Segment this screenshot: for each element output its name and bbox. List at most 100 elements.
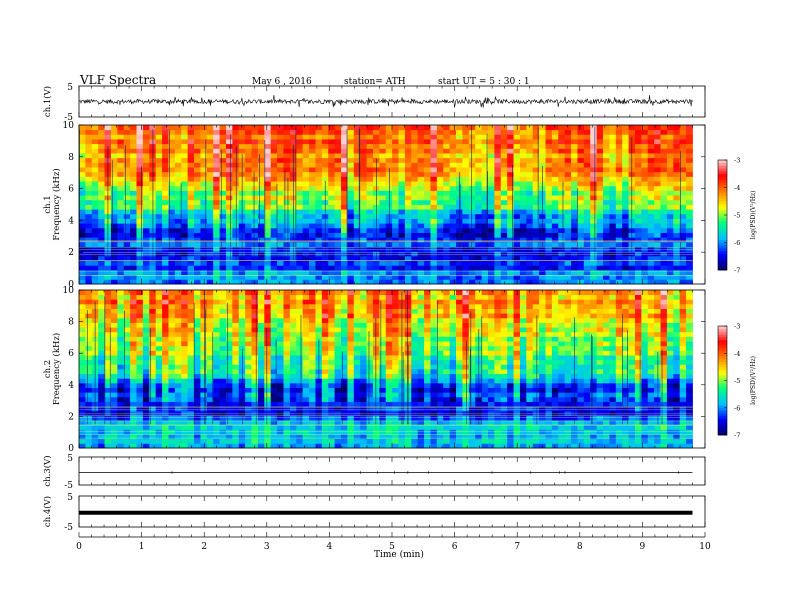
ch2-spectrogram-cell (245, 359, 252, 365)
ch1-spectrogram-cell (603, 153, 610, 159)
ch1-spectrogram-cell (257, 157, 265, 163)
ch1-spectrogram-cell (341, 255, 348, 262)
ch1-spectrogram-cell (596, 176, 604, 182)
ch1-spectrogram-cell (174, 171, 182, 177)
ch1-spectrogram-cell (123, 227, 131, 233)
ch1-spectrogram-cell (117, 260, 125, 266)
ch1-spectrogram-cell (187, 255, 195, 262)
ch2-spectrogram-cell (149, 373, 157, 379)
ch1-spectrogram-cell (449, 185, 457, 191)
ch1-spectrogram-cell (91, 139, 99, 145)
ch1-spectrogram-cell (200, 157, 208, 163)
ch2-spectrogram-cell (206, 410, 214, 416)
ch1-spectrogram-cell (142, 269, 150, 276)
ch1-spectrogram-cell (366, 176, 374, 182)
ch2-spectrogram-cell (110, 345, 118, 351)
ch1-spectrogram-cell (443, 129, 451, 135)
ch1-spectrogram-cell (487, 185, 495, 191)
ch1-spectrogram-cell (660, 237, 668, 243)
ch1-spectrogram-cell (225, 171, 233, 177)
ch2-spectrogram-cell (283, 434, 291, 440)
ch1-spectrogram-cell (622, 181, 629, 187)
ch1-spectrogram-cell (257, 195, 265, 201)
ch1-spectrogram-cell (424, 167, 431, 173)
ch1-spectrogram-cell (545, 204, 553, 210)
ch2-spectrogram-cell (309, 350, 316, 356)
ch1-spectrogram-cell (564, 167, 572, 173)
ch2-spectrogram-cell (142, 387, 150, 393)
ch1-spectrogram-cell (507, 157, 514, 163)
ch1-spectrogram-cell (372, 134, 380, 140)
ch2-spectrogram-cell (328, 313, 336, 319)
ch1-spectrogram-cell (168, 213, 176, 219)
ch2-spectrogram-cell (181, 443, 189, 449)
ch1-spectrogram-cell (283, 162, 291, 168)
ch1-spectrogram-cell (168, 167, 176, 173)
ch1-spectrogram-cell (564, 213, 572, 219)
ch1-spectrogram-cell (641, 185, 649, 191)
ch2-spectrogram-cell (85, 364, 93, 370)
ch1-spectrogram-cell (513, 139, 521, 145)
ch2-spectrogram-cell (168, 345, 176, 351)
ch1-spectrogram-cell (85, 125, 93, 131)
ch1-spectrogram-cell (494, 143, 502, 149)
ch1-spectrogram-cell (583, 251, 591, 257)
ch1-spectrogram-cell (277, 223, 284, 229)
ch2-spectrogram-cell (123, 424, 131, 430)
ch1-spectrogram-cell (532, 223, 540, 229)
ch1-spectrogram-cell (443, 171, 451, 177)
ch1-spectrogram-cell (475, 223, 482, 229)
ch1-spectrogram-cell (500, 227, 508, 233)
ch1-spectrogram-cell (385, 162, 393, 168)
ch1-spectrogram-cell (136, 213, 144, 219)
ch2-spectrogram-cell (187, 415, 195, 421)
ch2-spectrogram-cell (187, 359, 195, 365)
ch2-spectrogram-cell (334, 308, 342, 314)
ch1-spectrogram-cell (583, 185, 591, 191)
ch1-spectrogram-cell (577, 251, 585, 257)
ch2-spectrogram-cell (98, 401, 105, 407)
ch1-spectrogram-cell (519, 223, 527, 229)
ch1-spectrogram-cell (424, 265, 431, 271)
ch1-spectrogram-cell (225, 162, 233, 168)
ch1-spectrogram-cell (449, 265, 457, 271)
ch1-spectrogram-cell (136, 237, 144, 243)
ch1-spectrogram-cell (487, 204, 495, 210)
ch2-spectrogram-cell (142, 345, 150, 351)
ch1-spectrogram-cell (603, 134, 610, 140)
ch1-spectrogram-cell (251, 237, 259, 243)
ch2-spectrogram-cell (98, 392, 105, 398)
ch1-spectrogram-cell (449, 260, 457, 266)
ch1-spectrogram-cell (283, 153, 291, 159)
ch1-spectrogram-cell (360, 181, 367, 187)
ch1-spectrogram-cell (194, 143, 201, 149)
ch1-spectrogram-cell (392, 153, 399, 159)
ch1-spectrogram-cell (110, 129, 118, 135)
ch1-spectrogram-cell (666, 227, 674, 233)
ch2-spectrogram-cell (142, 369, 150, 375)
ch1-spectrogram-cell (162, 129, 169, 135)
ch1-spectrogram-cell (558, 125, 566, 131)
ch1-spectrogram-cell (219, 251, 227, 257)
ch1-spectrogram-cell (302, 265, 310, 271)
ch1-spectrogram-cell (666, 162, 674, 168)
ch2-spectrogram-cell (213, 303, 220, 309)
ch2-spectrogram-cell (79, 359, 86, 365)
ch2-spectrogram-cell (213, 387, 220, 393)
ch2-spectrogram-cell (130, 396, 137, 402)
ch1-spectrogram-cell (168, 143, 176, 149)
ch1-spectrogram-cell (487, 157, 495, 163)
ch2-spectrogram-cell (149, 327, 157, 333)
ch1-spectrogram-cell (187, 195, 195, 201)
ch2-spectrogram-cell (181, 424, 189, 430)
ch1-spectrogram-cell (289, 274, 297, 280)
ch1-spectrogram-cell (91, 125, 99, 131)
ch1-spectrogram-cell (117, 241, 125, 247)
ch1-spectrogram-cell (98, 232, 105, 238)
ch1-spectrogram-cell (245, 265, 252, 271)
ch2-spectrogram-cell (232, 373, 240, 379)
ch1-spectrogram-cell (360, 143, 367, 149)
ch1-spectrogram-cell (654, 129, 661, 135)
ch1-spectrogram-cell (628, 269, 636, 276)
ch2-spectrogram-cell (168, 392, 176, 398)
